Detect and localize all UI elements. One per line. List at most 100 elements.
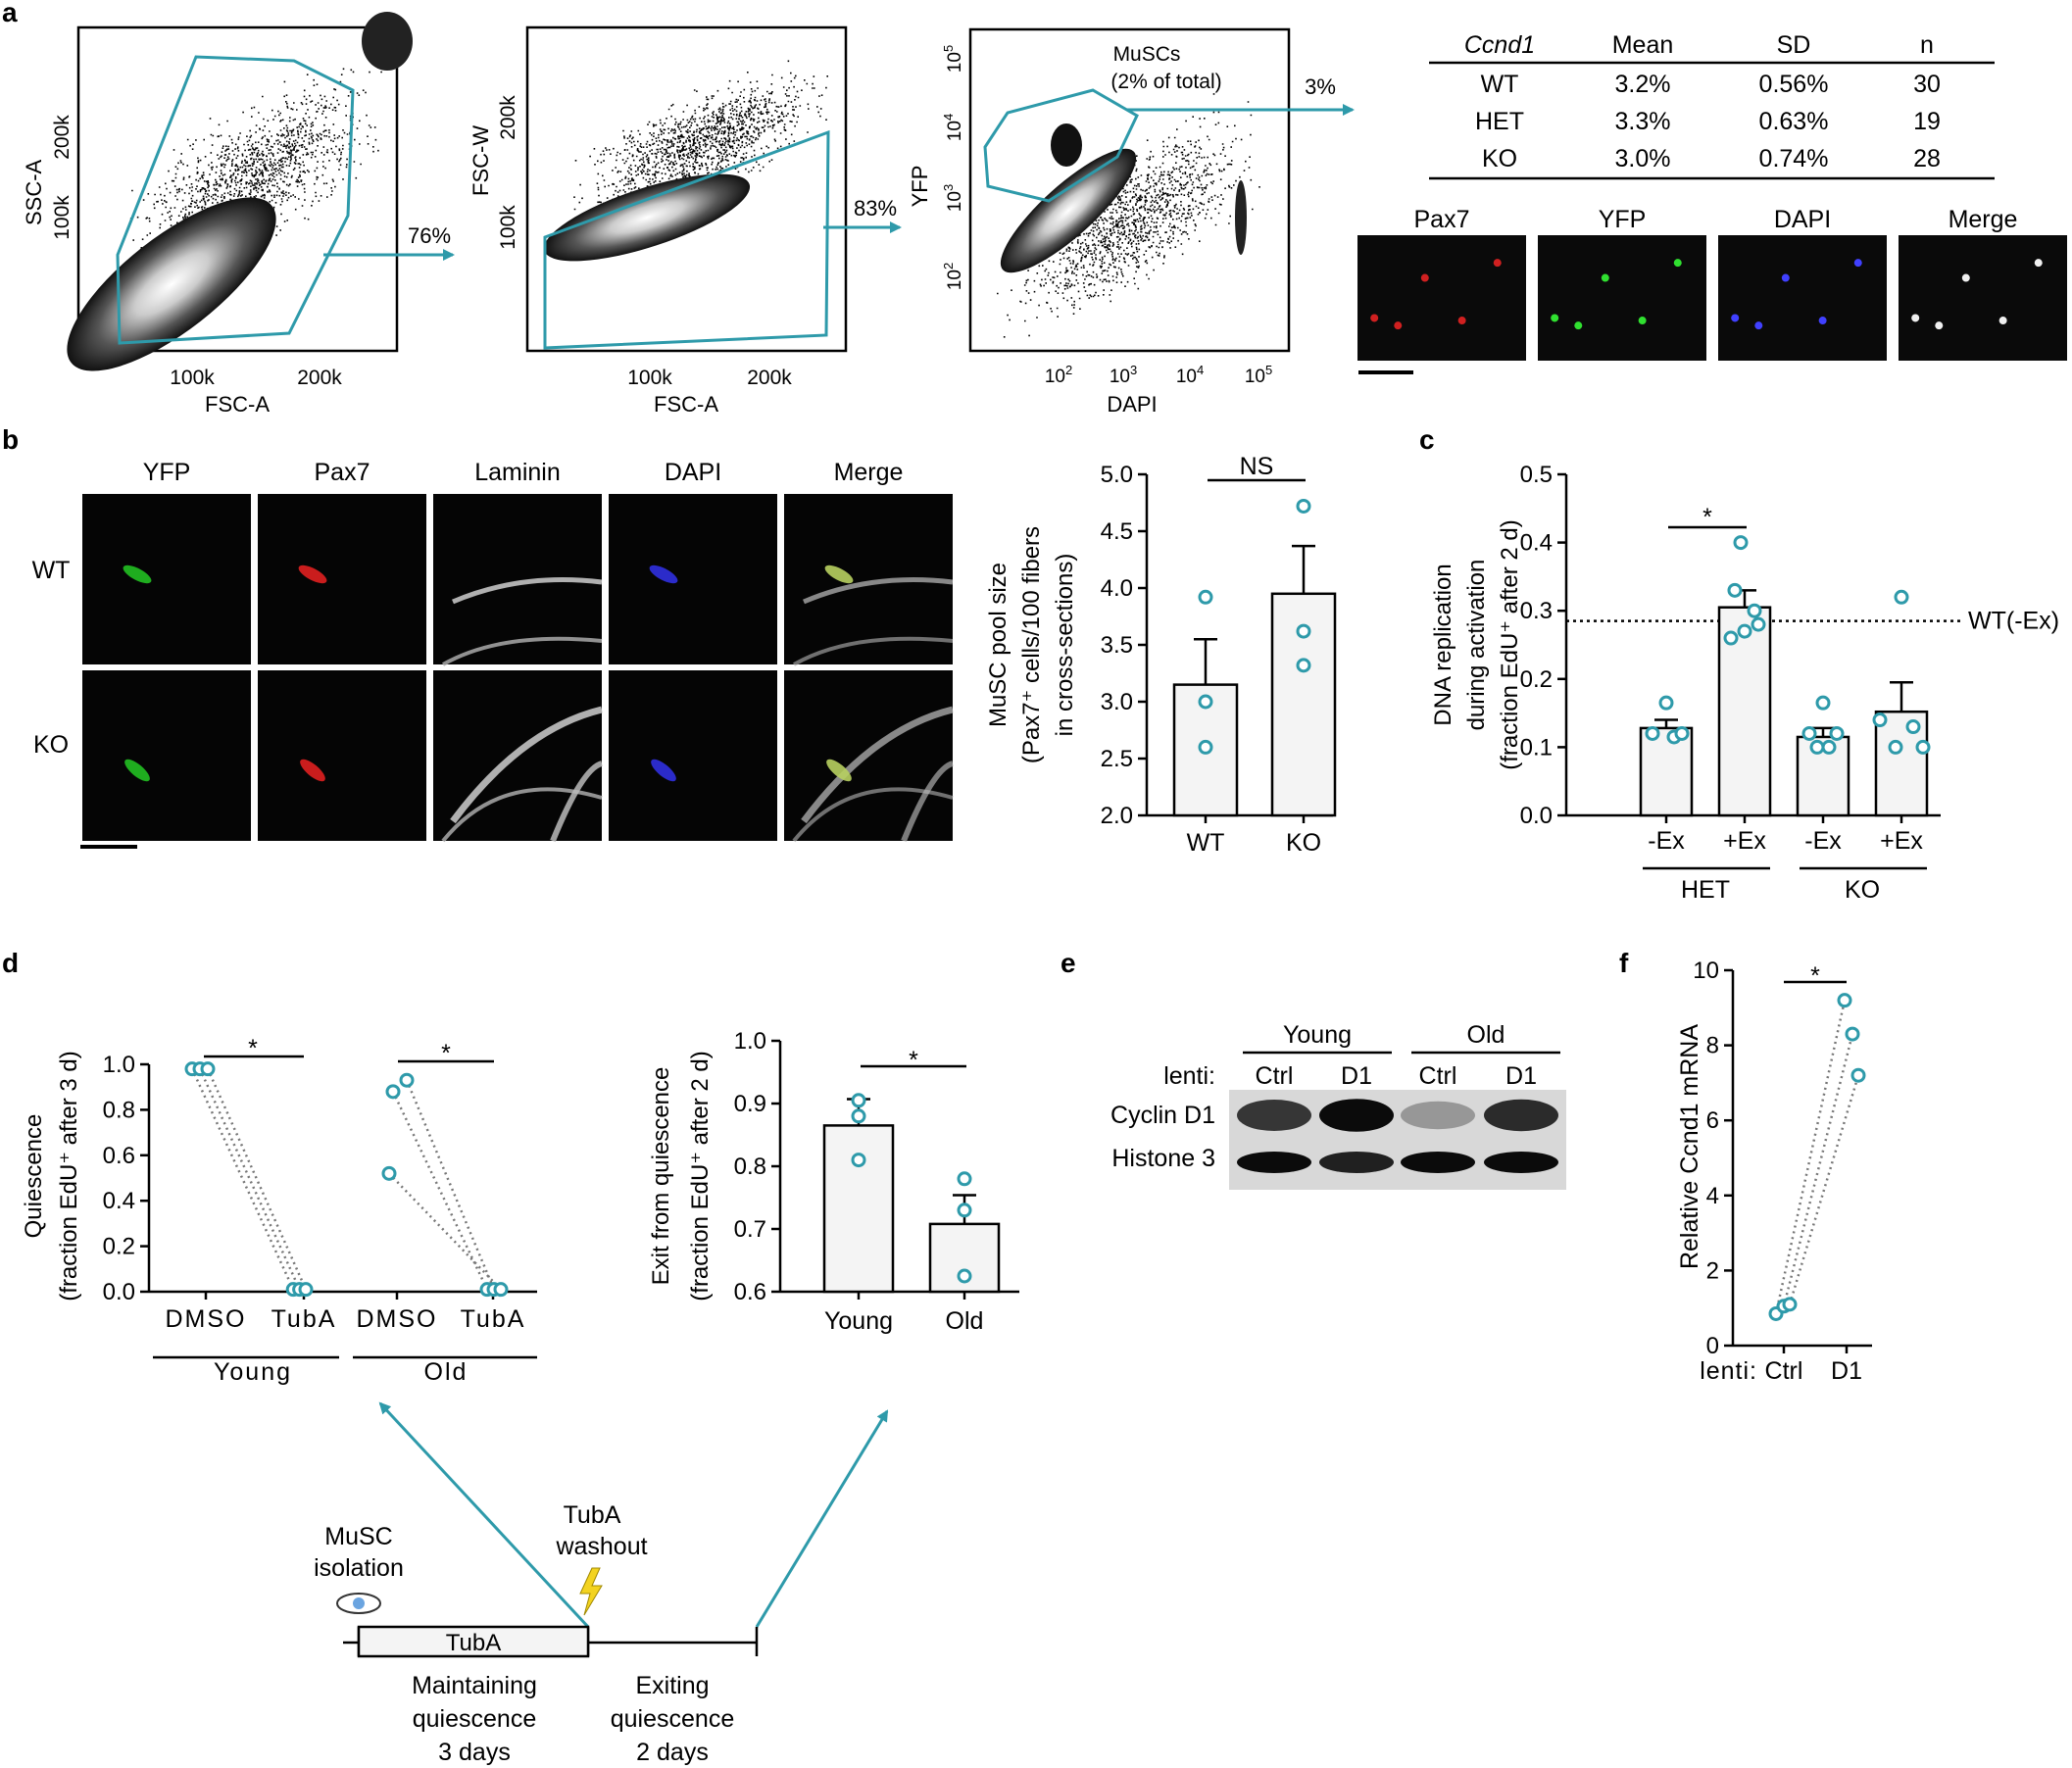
svg-text:105: 105 (1245, 363, 1272, 387)
lane-label: Ctrl (1419, 1062, 1457, 1090)
x-tick-label: -Ex (1648, 827, 1685, 855)
gate-percent: 83% (854, 196, 897, 221)
phase1-label: 3 days (438, 1739, 511, 1766)
scale-bar (80, 845, 137, 849)
phase1-label: quiescence (413, 1705, 536, 1733)
cyclin-band (1401, 1101, 1475, 1130)
y-axis-label: Exit from quiescence (648, 1067, 674, 1286)
table-cell: KO (1482, 145, 1517, 172)
laminin-fiber (801, 706, 954, 824)
y-tick-label: 0.2 (103, 1234, 135, 1260)
data-point (200, 1061, 216, 1077)
micrograph-label: YFP (1599, 206, 1647, 233)
x-tick: 200k (747, 367, 792, 389)
micrograph-tile (609, 670, 777, 841)
group-label: Young (214, 1358, 292, 1386)
y-axis-label: Relative Ccnd1 mRNA (1676, 1024, 1703, 1269)
data-point (1850, 1067, 1866, 1083)
x-tick-label: D1 (1831, 1357, 1862, 1385)
data-point (1674, 725, 1690, 741)
y-tick-label: 0.0 (1520, 803, 1553, 829)
micrograph-column-label: DAPI (665, 459, 721, 486)
svg-text:105: 105 (941, 45, 965, 73)
gate-percent: 3% (1305, 74, 1336, 99)
data-point (851, 1153, 866, 1168)
musc-gate (983, 88, 1139, 203)
data-point (957, 1203, 972, 1218)
flow-plot-fscw-fsca: FSC-W 200k 100k 100k 200k FSC-A 83% (469, 25, 902, 417)
y-tick: 100k (51, 195, 74, 240)
y-axis-label: MuSC pool size (985, 563, 1011, 727)
y-tick-label: 4.0 (1101, 575, 1133, 602)
data-point (1727, 582, 1743, 598)
micrograph-tile (1718, 235, 1887, 361)
phase2-label: Exiting (635, 1672, 709, 1699)
table-header: Ccnd1 (1464, 31, 1535, 59)
isolation-label: isolation (314, 1554, 404, 1582)
data-point (1198, 739, 1213, 755)
chart-d-exit-quiescence: 0.6 0.7 0.8 0.9 1.0 Exit from quiescence (frac… (648, 1028, 1019, 1335)
significance-label: * (441, 1040, 451, 1067)
density-blob-corner (362, 12, 413, 71)
significance-label: * (248, 1035, 258, 1062)
table-cell: HET (1475, 108, 1524, 135)
flow-plot-yfp-dapi: MuSCs (2% of total) 3% YFP 102 103 104 1… (908, 27, 1355, 417)
micrograph-tile (258, 670, 426, 841)
lane-label: D1 (1505, 1062, 1537, 1090)
table-cell: 0.56% (1759, 71, 1829, 98)
y-tick-label: 8 (1706, 1033, 1719, 1059)
data-point (1782, 1297, 1798, 1312)
data-point (1815, 695, 1831, 711)
table-header: SD (1777, 31, 1811, 59)
isolation-label: MuSC (324, 1523, 392, 1550)
y-tick-label: 2 (1706, 1257, 1719, 1284)
gate-polygon (116, 55, 355, 345)
table-header: n (1920, 31, 1934, 59)
x-axis-label: FSC-A (654, 392, 718, 417)
y-tick-label: 0.1 (1520, 734, 1553, 761)
lightning-icon (579, 1567, 603, 1616)
timeline-arrow-left (378, 1401, 590, 1629)
micrograph-column-label: YFP (143, 459, 191, 486)
y-tick-label: 0.6 (103, 1143, 135, 1169)
table-cell: 3.3% (1615, 108, 1671, 135)
micrograph-tile (82, 670, 251, 841)
y-tick-label: 0.7 (734, 1216, 766, 1243)
svg-text:104: 104 (1176, 363, 1204, 387)
cyclin-band (1237, 1100, 1311, 1131)
flow-scatter-dots (565, 60, 828, 234)
band-label: Histone 3 (1111, 1145, 1215, 1172)
gate-label: MuSCs (1113, 43, 1181, 66)
y-axis-label: DNA replication (1430, 564, 1456, 725)
table-cell: 0.74% (1759, 145, 1829, 172)
x-tick-label: KO (1286, 829, 1321, 857)
band-label: Cyclin D1 (1110, 1102, 1215, 1129)
nucleus (651, 759, 676, 782)
data-point (1829, 725, 1845, 741)
y-tick-label: 10 (1693, 958, 1719, 984)
group-label: KO (1845, 876, 1880, 904)
histone-band (1401, 1152, 1475, 1173)
significance-label: * (1702, 504, 1712, 531)
table-cell: WT (1481, 71, 1519, 98)
data-point (1751, 616, 1766, 632)
y-tick-label: 0.3 (1520, 598, 1553, 624)
data-point (381, 1165, 397, 1181)
y-tick-label: 0.4 (103, 1188, 135, 1214)
x-tick-label: TubA (461, 1305, 526, 1333)
panel-b-micrographs: YFP Pax7 Laminin DAPI Merge WT KO (32, 459, 955, 843)
data-point (1723, 630, 1739, 646)
y-axis-label: YFP (908, 166, 932, 208)
micrograph-column-label: Merge (834, 459, 904, 486)
tuba-bar-label: TubA (446, 1630, 501, 1656)
x-axis-label: DAPI (1107, 392, 1157, 417)
scatter-dot-cloud (565, 60, 828, 234)
cell-dot (1731, 314, 1740, 322)
data-point (298, 1282, 314, 1298)
significance-label: * (1810, 962, 1820, 990)
data-point (1296, 498, 1311, 514)
y-tick-label: 0.0 (103, 1279, 135, 1305)
y-tick-label: 4.5 (1101, 518, 1133, 545)
y-tick-label: 1.0 (734, 1028, 766, 1055)
data-point (1198, 694, 1213, 710)
